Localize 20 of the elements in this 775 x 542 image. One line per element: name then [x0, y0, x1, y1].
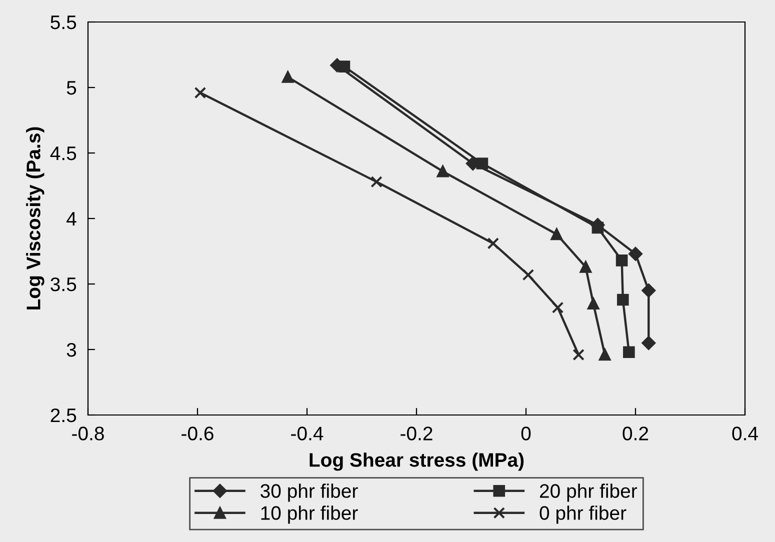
x-tick-label: -0.6 [182, 426, 214, 440]
legend-label: 30 phr fiber [260, 484, 358, 502]
x-tick-label: 0.2 [622, 426, 648, 440]
y-tick-label: 2.5 [50, 408, 76, 422]
y-tick-label: 5 [66, 81, 76, 95]
legend-label: 20 phr fiber [540, 484, 638, 502]
y-tick-label: 4.5 [50, 146, 76, 160]
y-tick-label: 3 [66, 342, 76, 357]
x-tick-label: -0.4 [291, 426, 324, 440]
legend-label: 0 phr fiber [540, 506, 626, 524]
y-axis-title: Log Viscosity (Pa.s) [26, 127, 44, 310]
legend-label: 10 phr fiber [261, 506, 358, 524]
x-tick-label: -0.2 [400, 426, 432, 440]
x-axis-title: Log Shear stress (MPa) [310, 452, 524, 471]
x-tick-label: 0 [521, 426, 531, 440]
y-tick-label: 3.5 [50, 277, 76, 292]
y-tick-label: 5.5 [50, 16, 76, 30]
x-tick-label: -0.8 [72, 426, 104, 440]
y-tick-label: 4 [66, 212, 76, 226]
x-tick-label: 0.4 [732, 426, 758, 440]
